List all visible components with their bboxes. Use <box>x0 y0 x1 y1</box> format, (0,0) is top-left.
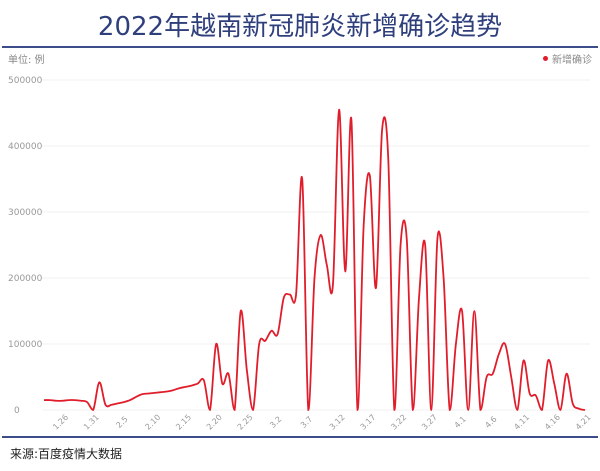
source-note: 来源:百度疫情大数据 <box>10 447 123 461</box>
x-tick-label: 1.31 <box>82 413 101 432</box>
x-tick-label: 4.21 <box>574 413 593 432</box>
y-tick-label: 200000 <box>8 274 43 284</box>
x-tick-label: 4.11 <box>512 413 531 432</box>
bottom-divider <box>2 436 598 438</box>
legend-label: 新增确诊 <box>552 55 592 66</box>
y-tick-label: 500000 <box>8 76 43 86</box>
x-tick-label: 2.5 <box>114 415 129 430</box>
x-tick-label: 4.6 <box>483 415 498 430</box>
top-divider <box>2 46 598 48</box>
y-tick-label: 400000 <box>8 142 43 152</box>
x-tick-label: 2.10 <box>143 413 162 432</box>
unit-label: 单位: 例 <box>8 55 45 66</box>
x-tick-label: 2.20 <box>205 413 224 432</box>
x-tick-label: 4.16 <box>543 413 562 432</box>
y-tick-label: 300000 <box>8 208 43 218</box>
y-tick-label: 0 <box>14 406 20 416</box>
x-tick-label: 1.26 <box>51 413 70 432</box>
x-tick-label: 3.17 <box>359 413 378 432</box>
x-tick-label: 3.12 <box>328 413 347 432</box>
legend-marker <box>543 56 548 61</box>
x-tick-label: 3.27 <box>420 413 439 432</box>
y-tick-label: 100000 <box>8 340 43 350</box>
x-tick-label: 3.22 <box>389 413 408 432</box>
legend[interactable]: 新增确诊 <box>543 51 592 66</box>
x-tick-label: 2.25 <box>236 413 255 432</box>
x-tick-label: 3.7 <box>299 415 314 430</box>
x-tick-label: 4.1 <box>453 415 468 430</box>
chart-title: 2022年越南新冠肺炎新增确诊趋势 <box>97 12 503 42</box>
x-tick-label: 3.2 <box>268 415 283 430</box>
series-line-new-cases <box>43 108 586 411</box>
x-tick-label: 2.15 <box>174 413 193 432</box>
